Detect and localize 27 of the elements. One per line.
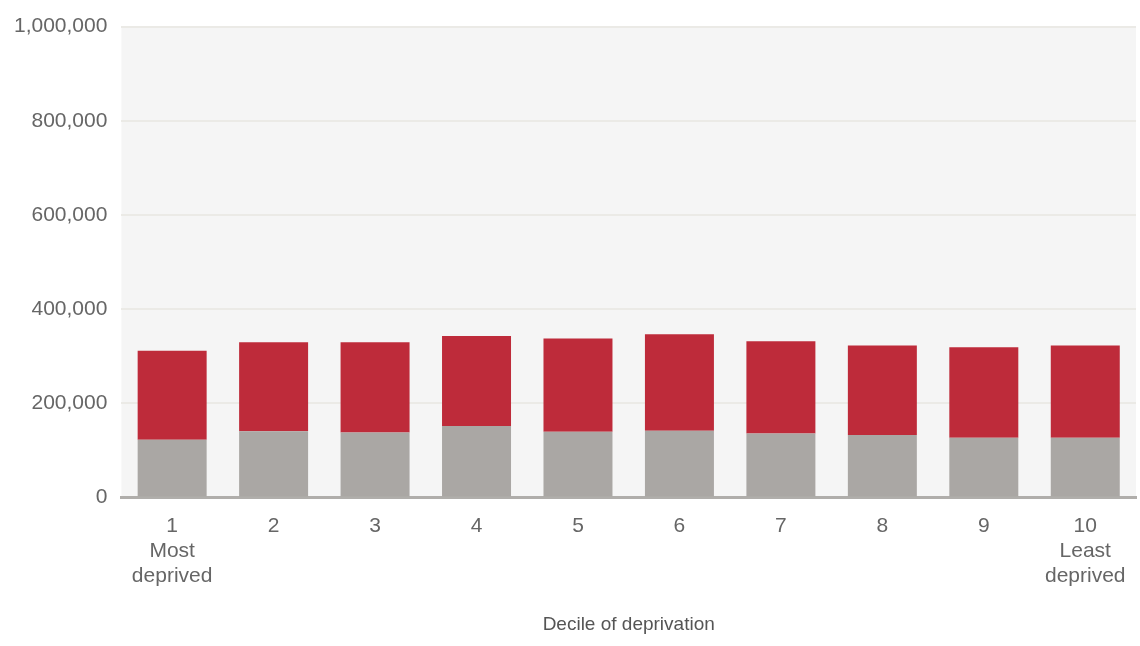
x-tick-label: 6	[673, 513, 686, 536]
y-tick-label: 0	[95, 484, 108, 508]
y-tick-label: 200,000	[31, 390, 108, 414]
x-tick-label: 1 Most deprived	[131, 513, 213, 587]
y-tick-label: 800,000	[31, 107, 108, 131]
x-tick-label: 10 Least deprived	[1044, 513, 1126, 587]
bar	[1050, 345, 1120, 438]
bar	[949, 347, 1019, 438]
y-tick-label: 400,000	[31, 296, 108, 319]
bar	[137, 350, 207, 440]
x-tick-label: 3	[369, 513, 381, 536]
x-tick-label: 9	[977, 513, 990, 536]
bar	[239, 342, 309, 432]
y-tick-label: 1,000,000	[13, 13, 108, 37]
x-tick-label: 8	[876, 513, 889, 536]
bar	[847, 345, 917, 435]
x-tick-label: 5	[572, 513, 584, 536]
bar	[746, 341, 816, 434]
x-axis-title: Decile of deprivation	[542, 612, 715, 634]
x-tick-label: 2	[267, 513, 280, 536]
x-tick-label: 4	[470, 513, 483, 536]
x-tick-label: 7	[775, 513, 787, 536]
y-tick-label: 600,000	[31, 201, 108, 225]
bar	[543, 338, 613, 432]
bar	[442, 336, 512, 427]
bar	[340, 342, 410, 433]
bar	[644, 334, 714, 431]
